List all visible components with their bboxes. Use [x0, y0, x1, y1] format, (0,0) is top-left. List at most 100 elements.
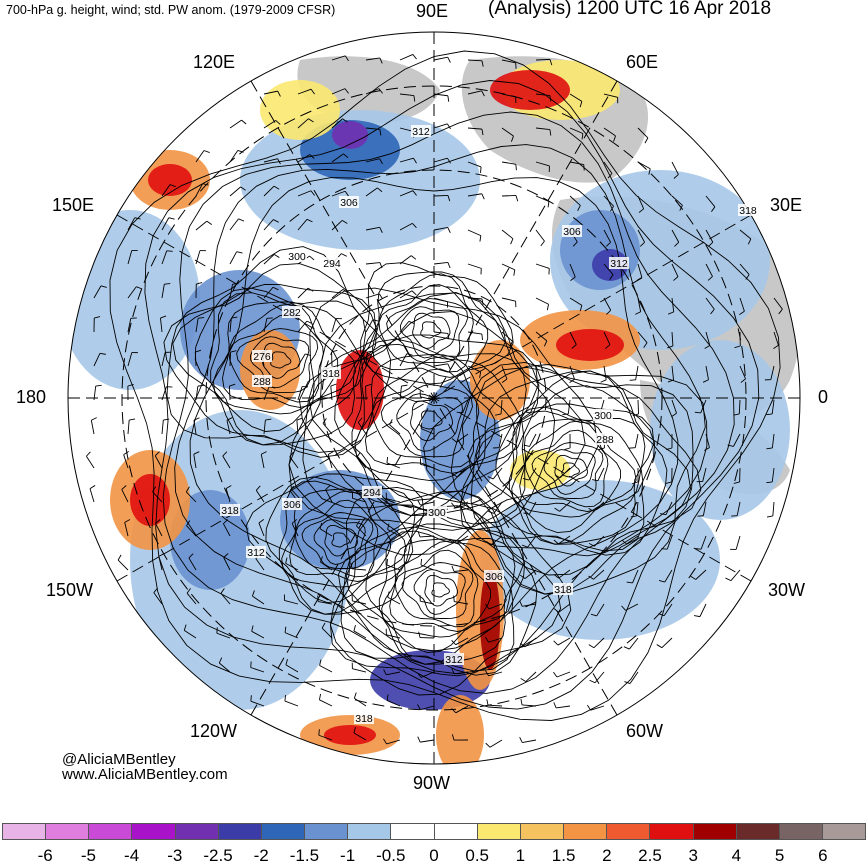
colorbar-tick-label: -1.5	[290, 846, 319, 866]
wind-barb-flag	[198, 318, 204, 319]
wind-barb-flag	[285, 695, 286, 701]
wind-barb	[434, 195, 448, 196]
contour-label: 306	[283, 499, 301, 511]
colorbar-swatch	[348, 824, 391, 839]
contour-label: 318	[554, 584, 572, 596]
colorbar-swatch	[46, 824, 89, 839]
wind-barb-flag	[387, 559, 388, 565]
colorbar-tick-label: 2	[602, 846, 611, 866]
colorbar-swatch	[607, 824, 650, 839]
colorbar-swatch	[305, 824, 348, 839]
lon-label-150e: 150E	[52, 196, 94, 214]
wind-barb-flag	[516, 164, 517, 170]
contour-label: 318	[355, 713, 373, 725]
lon-label-120w: 120W	[190, 722, 237, 740]
contour-label: 306	[340, 197, 358, 209]
wind-barb-flag	[630, 380, 636, 381]
colorbar-swatch	[564, 824, 607, 839]
chart-title-right: (Analysis) 1200 UTC 16 Apr 2018	[488, 0, 771, 20]
credit-website: www.AliciaMBentley.com	[62, 766, 228, 783]
contour-label: 276	[253, 351, 271, 363]
lon-label-0: 0	[818, 388, 828, 406]
colorbar-swatch	[823, 824, 865, 839]
colorbar-tick-label: 2.5	[638, 846, 662, 866]
wind-barb-flag	[387, 457, 388, 463]
pw-anomaly-blob	[324, 725, 376, 745]
colorbar-tick-label: 4	[732, 846, 741, 866]
colorbar-tick-label: -5	[81, 846, 96, 866]
colorbar-tick-label: 0	[429, 846, 438, 866]
colorbar-tick-label: -6	[38, 846, 53, 866]
wind-barb	[638, 400, 639, 414]
colorbar-tick-label: 0.5	[465, 846, 489, 866]
lon-label-180: 180	[16, 388, 46, 406]
contour-label: 312	[412, 126, 430, 138]
pw-anomaly-blob	[650, 340, 790, 520]
lon-label-30w: 30W	[768, 581, 805, 599]
contour-label: 294	[323, 258, 341, 270]
colorbar-tick-label: 6	[818, 846, 827, 866]
contour-label: 318	[739, 205, 757, 217]
contour-label: 294	[363, 487, 381, 499]
colorbar-tick-label: 3	[688, 846, 697, 866]
pw-anomaly-blob	[490, 70, 570, 110]
colorbar-swatch	[521, 824, 564, 839]
contour-label: 288	[253, 376, 271, 388]
colorbar-tick-label: 1	[516, 846, 525, 866]
colorbar-swatch	[176, 824, 219, 839]
colorbar-tick-label: -2	[254, 846, 269, 866]
colorbar-swatch	[132, 824, 175, 839]
wind-barb	[502, 195, 516, 196]
lon-label-30e: 30E	[770, 196, 802, 214]
contour-label: 318	[322, 368, 340, 380]
colorbar-swatch	[478, 824, 521, 839]
pw-anomaly-blob	[148, 164, 192, 196]
contour-label: 288	[596, 434, 614, 446]
colorbar-swatch	[3, 824, 46, 839]
wind-barb-flag	[661, 549, 667, 550]
lon-label-150w: 150W	[46, 581, 93, 599]
wind-barb	[536, 59, 550, 60]
colorbar-swatch	[737, 824, 780, 839]
contour-label: 300	[594, 410, 612, 422]
wind-barb-flag	[251, 695, 252, 701]
colorbar-swatch	[650, 824, 693, 839]
contour-label: 300	[288, 251, 306, 263]
lon-label-60e: 60E	[626, 53, 658, 71]
colorbar-tick-label: -2.5	[203, 846, 232, 866]
pw-anomaly-blob	[336, 350, 384, 430]
pw-anomaly-blob	[556, 329, 624, 361]
wind-barb-flag	[319, 729, 320, 735]
contour-label: 300	[428, 507, 446, 519]
contour-label: 282	[283, 307, 301, 319]
colorbar	[2, 823, 866, 840]
colorbar-swatch	[262, 824, 305, 839]
lon-label-90w: 90W	[413, 774, 450, 792]
colorbar-tick-label: 5	[775, 846, 784, 866]
colorbar-tick-label: -1	[340, 846, 355, 866]
wind-barb	[230, 352, 231, 366]
wind-barb-flag	[454, 596, 455, 602]
contour-label: 306	[485, 571, 503, 583]
colorbar-swatch	[89, 824, 132, 839]
contour-label: 318	[221, 505, 239, 517]
colorbar-swatch	[391, 824, 434, 839]
colorbar-tick-label: -4	[124, 846, 139, 866]
colorbar-swatch	[780, 824, 823, 839]
lon-label-60w: 60W	[626, 722, 663, 740]
wind-barb-flag	[318, 596, 319, 602]
contour-label: 312	[445, 654, 463, 666]
wind-barb-flag	[217, 627, 218, 633]
lon-label-120e: 120E	[193, 53, 235, 71]
wind-barb	[229, 386, 230, 400]
colorbar-swatch	[435, 824, 478, 839]
contour-label: 306	[563, 226, 581, 238]
polar-map: 312 306 306 312 318 300 294 282 276 288 318 300 288 2…	[0, 0, 868, 820]
wind-barb-flag	[480, 167, 481, 173]
chart-title-left: 700-hPa g. height, wind; std. PW anom. (…	[6, 3, 335, 17]
colorbar-tick-label: 1.5	[552, 846, 576, 866]
pw-anomaly-blob	[130, 474, 170, 526]
colorbar-tick-label: -3	[167, 846, 182, 866]
wind-barb-flag	[695, 549, 701, 550]
